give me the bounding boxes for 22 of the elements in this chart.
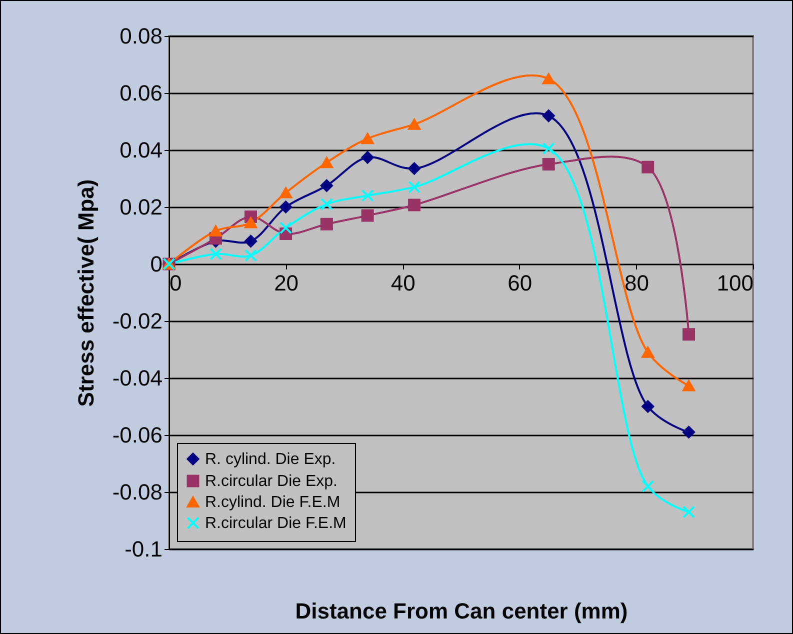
- y-tick-label: -0.08: [112, 480, 162, 504]
- y-tick-label: -0.06: [112, 422, 162, 448]
- legend-label: R.circular Die F.E.M: [205, 515, 346, 532]
- legend-label: R. cylind. Die Exp.: [205, 451, 336, 468]
- x-tick-label: 0: [170, 270, 182, 296]
- x-tick-label: 80: [624, 270, 649, 296]
- x-tick-label: 100: [716, 270, 754, 296]
- y-tick-label: 0.02: [120, 194, 162, 220]
- x-tick-label: 40: [390, 270, 416, 296]
- legend-label: R.circular Die Exp.: [205, 473, 338, 490]
- y-tick-label: 0.04: [120, 138, 162, 162]
- x-tick-label: 60: [508, 270, 532, 296]
- y-tick-label: -0.02: [112, 308, 162, 334]
- y-tick-label: -0.1: [124, 536, 162, 562]
- y-tick-label: 0.08: [120, 24, 162, 48]
- y-tick-label: 0.06: [120, 80, 162, 106]
- y-axis-title: Stress effective( Mpa): [73, 179, 98, 407]
- y-tick-label: -0.04: [112, 366, 162, 390]
- y-tick-label: 0: [150, 252, 162, 276]
- legend-label: R.cylind. Die F.E.M: [205, 494, 340, 511]
- x-axis-title: Distance From Can center (mm): [295, 598, 628, 624]
- x-tick-label: 20: [274, 270, 299, 296]
